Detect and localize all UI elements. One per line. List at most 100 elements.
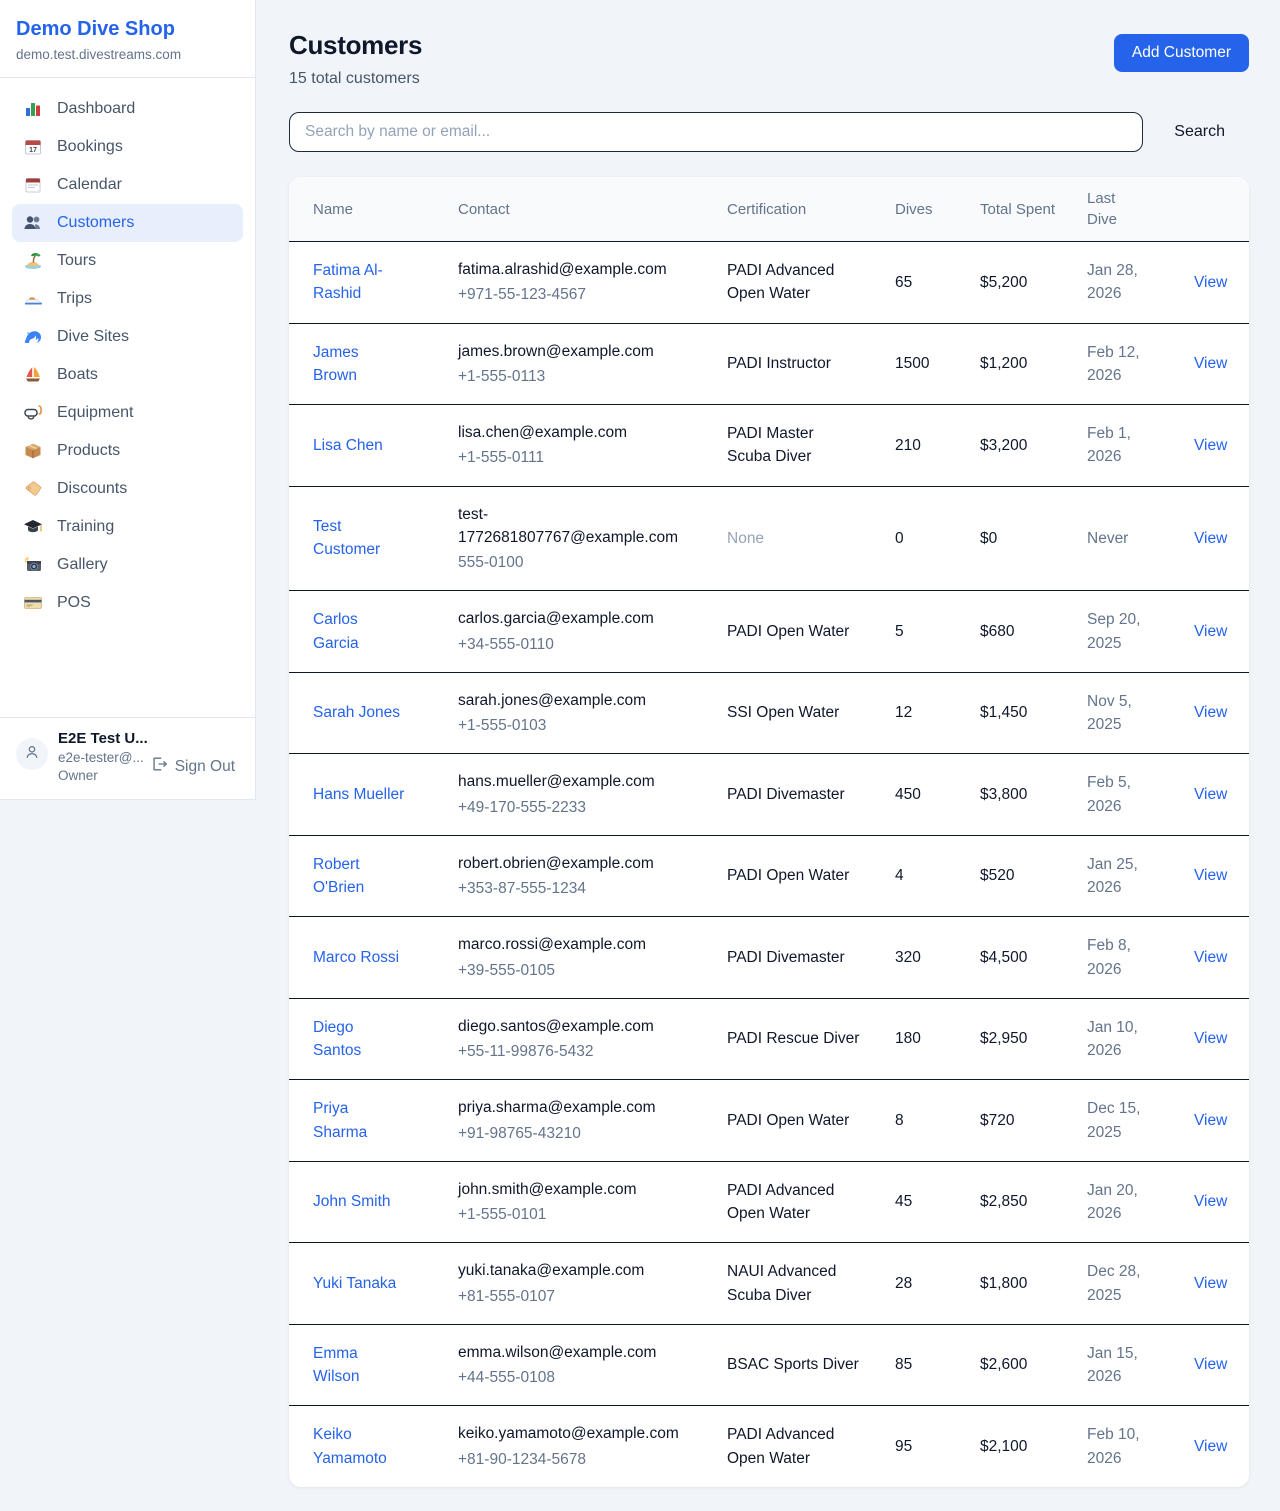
customer-name-link[interactable]: Robert O'Brien xyxy=(313,855,365,896)
customers-table-card: Name Contact Certification Dives Total Spent… xyxy=(289,177,1249,1487)
customer-name-link[interactable]: Keiko Yamamoto xyxy=(313,1426,387,1467)
view-customer-link[interactable]: View xyxy=(1194,1274,1228,1292)
view-customer-link[interactable]: View xyxy=(1194,436,1228,454)
customer-last-dive: Dec 15, 2025 xyxy=(1063,1079,1170,1162)
customer-email: test-1772681807767@example.com xyxy=(458,505,678,546)
customer-last-dive: Feb 1, 2026 xyxy=(1063,404,1170,487)
view-customer-link[interactable]: View xyxy=(1194,1356,1228,1374)
customers-icon xyxy=(22,213,44,233)
table-row: Test Customer test-1772681807767@example… xyxy=(289,486,1249,592)
customer-certification: NAUI Advanced Scuba Diver xyxy=(703,1242,871,1325)
customer-total-spent: $520 xyxy=(956,835,1063,918)
table-row: Hans Mueller hans.mueller@example.com +4… xyxy=(289,753,1249,836)
customer-name-link[interactable]: Fatima Al-Rashid xyxy=(313,262,383,303)
sidebar-item-label: POS xyxy=(57,594,91,611)
customer-name-link[interactable]: John Smith xyxy=(313,1193,391,1211)
column-header-last-dive: Last Dive xyxy=(1063,177,1170,242)
customer-dives: 4 xyxy=(871,835,956,918)
customer-name-link[interactable]: Carlos Garcia xyxy=(313,611,359,652)
customer-total-spent: $3,800 xyxy=(956,753,1063,836)
sidebar-item-dashboard[interactable]: Dashboard xyxy=(12,90,243,128)
sidebar-item-label: Dashboard xyxy=(57,100,136,117)
sidebar-item-label: Dive Sites xyxy=(57,328,130,345)
sign-out-label: Sign Out xyxy=(174,757,235,775)
sidebar-item-pos[interactable]: POS xyxy=(12,584,243,622)
customer-name-link[interactable]: James Brown xyxy=(313,343,359,384)
view-customer-link[interactable]: View xyxy=(1194,1030,1228,1048)
table-row: Priya Sharma priya.sharma@example.com +9… xyxy=(289,1079,1249,1162)
customer-phone: +1-555-0103 xyxy=(458,717,547,734)
sidebar-item-boats[interactable]: Boats xyxy=(12,356,243,394)
customer-last-dive: Jan 20, 2026 xyxy=(1063,1161,1170,1244)
customer-name-link[interactable]: Sarah Jones xyxy=(313,704,401,722)
customer-phone: +1-555-0111 xyxy=(458,449,545,467)
column-header-dives: Dives xyxy=(871,177,956,242)
sidebar-item-gallery[interactable]: Gallery xyxy=(12,546,243,584)
view-customer-link[interactable]: View xyxy=(1194,785,1228,803)
customer-name-link[interactable]: Diego Santos xyxy=(313,1018,362,1059)
sidebar-item-label: Equipment xyxy=(57,404,134,421)
view-customer-link[interactable]: View xyxy=(1194,948,1228,966)
view-customer-link[interactable]: View xyxy=(1194,622,1228,640)
table-row: Marco Rossi marco.rossi@example.com +39-… xyxy=(289,916,1249,999)
view-customer-link[interactable]: View xyxy=(1194,355,1228,373)
table-row: John Smith john.smith@example.com +1-555… xyxy=(289,1161,1249,1244)
customer-name-link[interactable]: Yuki Tanaka xyxy=(313,1274,397,1292)
sidebar-item-label: Tours xyxy=(57,252,97,269)
customer-name-link[interactable]: Marco Rossi xyxy=(313,948,400,966)
sidebar-item-customers[interactable]: Customers xyxy=(12,204,243,242)
column-header-contact: Contact xyxy=(434,177,703,242)
search-input[interactable] xyxy=(289,112,1144,152)
customer-dives: 8 xyxy=(871,1079,956,1162)
sidebar-item-calendar[interactable]: Calendar xyxy=(12,166,243,204)
view-customer-link[interactable]: View xyxy=(1194,1111,1228,1129)
customer-total-spent: $4,500 xyxy=(956,916,1063,999)
customer-certification: PADI Advanced Open Water xyxy=(727,1426,835,1467)
view-customer-link[interactable]: View xyxy=(1194,1193,1228,1211)
customer-count: 15 total customers xyxy=(289,70,420,87)
credit-card-icon xyxy=(22,593,44,613)
sidebar-item-training[interactable]: Training xyxy=(12,508,243,546)
add-customer-button[interactable]: Add Customer xyxy=(1113,34,1249,72)
sidebar-item-dive-sites[interactable]: Dive Sites xyxy=(12,318,243,356)
search-button[interactable]: Search xyxy=(1168,122,1231,142)
column-header-certification: Certification xyxy=(703,177,871,242)
customer-last-dive: Feb 10, 2026 xyxy=(1087,1426,1140,1467)
customer-phone: +34-555-0110 xyxy=(458,635,554,653)
customer-last-dive: Dec 28, 2025 xyxy=(1063,1242,1170,1325)
customer-phone: +1-555-0113 xyxy=(458,367,546,385)
customer-name-link[interactable]: Lisa Chen xyxy=(313,436,383,454)
sidebar-item-equipment[interactable]: Equipment xyxy=(12,394,243,432)
customer-dives: 28 xyxy=(871,1242,956,1325)
sidebar-item-tours[interactable]: Tours xyxy=(12,242,243,280)
customer-name-link[interactable]: Priya Sharma xyxy=(313,1100,368,1141)
customer-dives: 95 xyxy=(895,1437,913,1455)
view-customer-link[interactable]: View xyxy=(1194,273,1228,291)
customer-name-link[interactable]: Emma Wilson xyxy=(313,1344,360,1385)
customer-certification: SSI Open Water xyxy=(703,672,871,755)
customer-email: keiko.yamamoto@example.com xyxy=(458,1425,679,1443)
customer-name-link[interactable]: Hans Mueller xyxy=(313,785,405,803)
customer-total-spent: $2,850 xyxy=(956,1161,1063,1244)
view-customer-link[interactable]: View xyxy=(1194,867,1228,885)
customer-total-spent: $1,450 xyxy=(956,672,1063,755)
customer-dives: 320 xyxy=(871,916,956,999)
view-customer-link[interactable]: View xyxy=(1194,1437,1228,1455)
wave-icon xyxy=(22,327,44,347)
sidebar-item-products[interactable]: Products xyxy=(12,432,243,470)
sailboat-icon xyxy=(22,365,44,385)
customer-name-link[interactable]: Test Customer xyxy=(313,518,381,559)
sign-out-button[interactable]: Sign Out xyxy=(144,754,241,779)
view-customer-link[interactable]: View xyxy=(1194,704,1228,722)
customer-email: yuki.tanaka@example.com xyxy=(458,1262,645,1280)
customer-last-dive: Jan 25, 2026 xyxy=(1063,835,1170,918)
sidebar-item-bookings[interactable]: 17 Bookings xyxy=(12,128,243,166)
customer-dives: 85 xyxy=(871,1324,956,1407)
customers-table: Name Contact Certification Dives Total Spent… xyxy=(289,177,1249,1487)
svg-text:17: 17 xyxy=(29,147,37,154)
table-row: Carlos Garcia carlos.garcia@example.com … xyxy=(289,590,1249,673)
view-customer-link[interactable]: View xyxy=(1194,529,1228,547)
customer-certification: PADI Rescue Diver xyxy=(703,998,871,1081)
sidebar-item-trips[interactable]: Trips xyxy=(12,280,243,318)
sidebar-item-discounts[interactable]: Discounts xyxy=(12,470,243,508)
